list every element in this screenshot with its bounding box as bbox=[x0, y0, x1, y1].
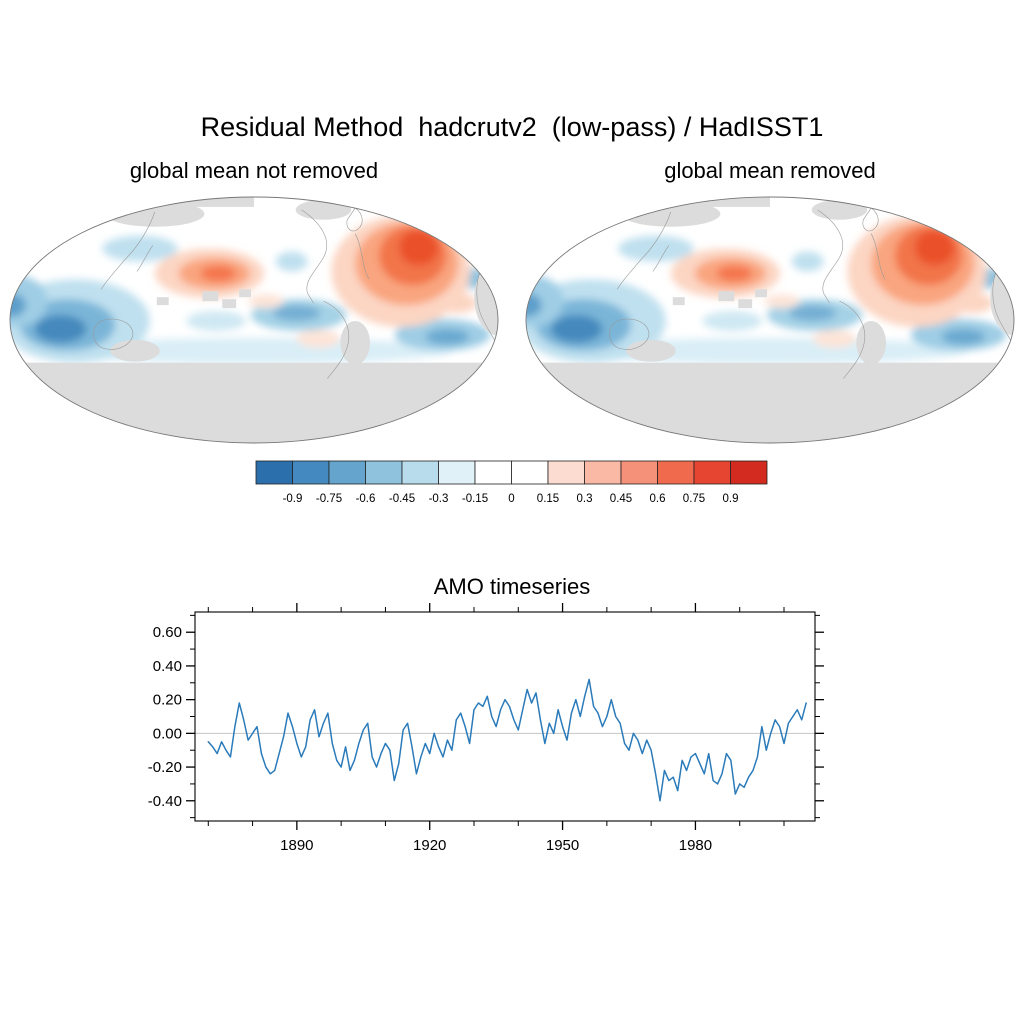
colorbar-tick-label: 0.45 bbox=[610, 493, 632, 505]
colorbar-box bbox=[693, 460, 731, 485]
colorbar-box bbox=[328, 460, 366, 485]
colorbar-box bbox=[730, 460, 768, 485]
world-map-right bbox=[522, 194, 1018, 446]
colorbar-box bbox=[474, 460, 512, 485]
x-tick-label: 1890 bbox=[280, 837, 313, 854]
x-tick-label: 1920 bbox=[413, 837, 446, 854]
colorbar-tick-label: -0.6 bbox=[356, 493, 376, 505]
colorbar-box bbox=[438, 460, 476, 485]
colorbar-box bbox=[255, 460, 293, 485]
timeseries-title: AMO timeseries bbox=[433, 574, 591, 599]
colorbar-tick-label: 0.75 bbox=[683, 493, 705, 505]
colorbar-box bbox=[547, 460, 585, 485]
x-tick-label: 1980 bbox=[679, 837, 712, 854]
y-tick-label: -0.20 bbox=[148, 759, 182, 776]
colorbar-tick-label: -0.3 bbox=[429, 493, 449, 505]
colorbar-svg: -0.9 -0.75 -0.6 -0.45 -0.3 -0.15 0 0.15 0.3 0.45 0… bbox=[255, 460, 768, 505]
colorbar-box bbox=[584, 460, 622, 485]
colorbar-tick-label: 0.9 bbox=[723, 493, 739, 505]
world-map-left bbox=[6, 194, 502, 446]
colorbar: -0.9 -0.75 -0.6 -0.45 -0.3 -0.15 0 0.15 0.3 0.45 0… bbox=[252, 458, 772, 513]
colorbar-tick-label: -0.15 bbox=[462, 493, 488, 505]
y-tick-label: 0.20 bbox=[153, 692, 182, 709]
colorbar-box bbox=[657, 460, 695, 485]
map-subtitle-left: global mean not removed bbox=[129, 158, 379, 183]
y-tick-label: 0.00 bbox=[153, 725, 182, 742]
figure-title: Residual Method hadcrutv2 (low-pass) / H… bbox=[200, 112, 824, 142]
amo-timeseries-panel: AMO timeseries 0.60 0.40 0.20 0.00 -0.20 -0.4… bbox=[120, 574, 904, 867]
colorbar-box bbox=[401, 460, 439, 485]
colorbar-tick-label: -0.75 bbox=[316, 493, 342, 505]
colorbar-box bbox=[620, 460, 658, 485]
colorbar-box bbox=[511, 460, 549, 485]
amo-series-line bbox=[207, 678, 807, 802]
y-tick-label: -0.40 bbox=[148, 793, 182, 810]
map-panel-removed: global mean removed bbox=[522, 158, 1018, 446]
colorbar-tick-label: 0.6 bbox=[650, 493, 666, 505]
colorbar-box bbox=[365, 460, 403, 485]
timeseries-plot: 0.60 0.40 0.20 0.00 -0.20 -0.40 1890 1920 1950 19… bbox=[148, 603, 824, 854]
map-panel-not-removed: global mean not removed bbox=[6, 158, 502, 446]
colorbar-tick-label: -0.9 bbox=[283, 493, 303, 505]
y-tick-label: 0.40 bbox=[153, 658, 182, 675]
colorbar-tick-label: 0.15 bbox=[537, 493, 559, 505]
x-tick-label: 1950 bbox=[546, 837, 579, 854]
colorbar-tick-label: 0.3 bbox=[577, 493, 593, 505]
map-subtitle-right: global mean removed bbox=[664, 158, 876, 183]
y-tick-label: 0.60 bbox=[153, 624, 182, 641]
colorbar-tick-label: -0.45 bbox=[389, 493, 415, 505]
colorbar-box bbox=[292, 460, 330, 485]
colorbar-tick-label: 0 bbox=[508, 493, 514, 505]
